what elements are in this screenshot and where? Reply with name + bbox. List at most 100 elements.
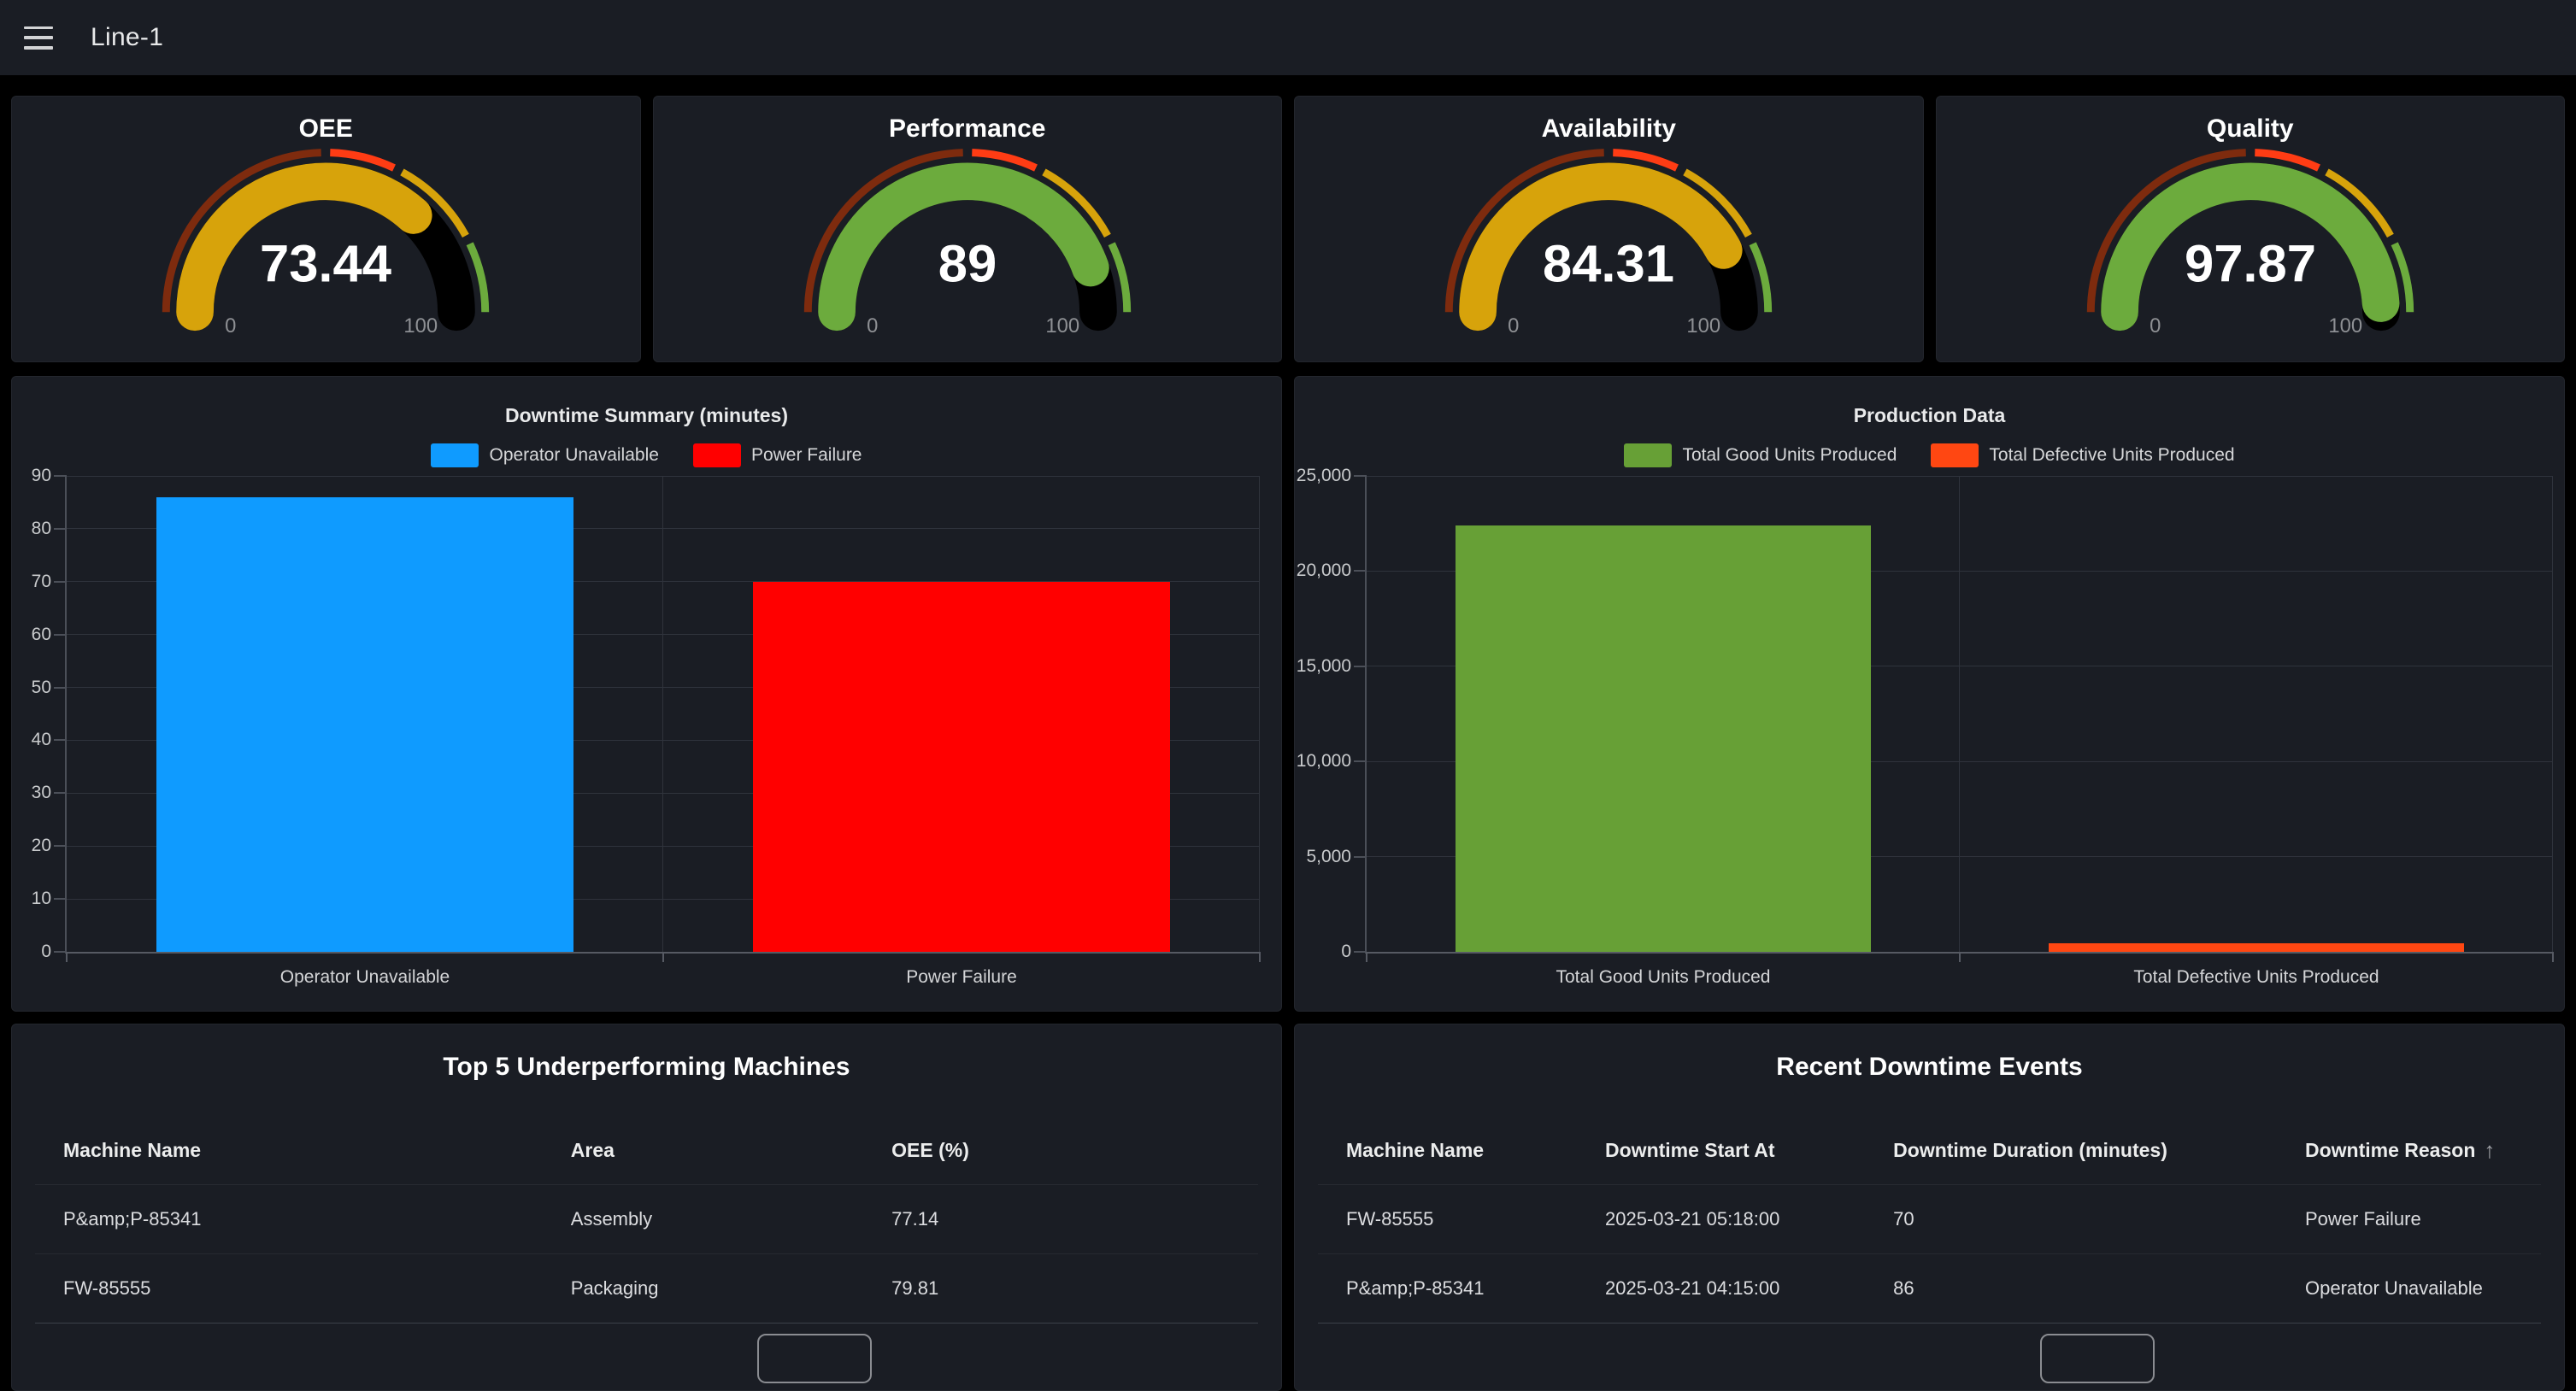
- legend-label: Total Good Units Produced: [1682, 445, 1897, 465]
- gauge-threshold-band: [1445, 149, 1605, 313]
- y-axis-tick-label: 80: [31, 518, 51, 538]
- underperforming-machines-panel: Top 5 Underperforming Machines Machine N…: [11, 1024, 1282, 1391]
- gauge-min-label: 0: [1508, 314, 1519, 337]
- bar-power-failure[interactable]: [752, 581, 1171, 952]
- y-axis-tick-label: 15,000: [1296, 655, 1351, 676]
- gridline: [67, 475, 1260, 477]
- legend-item[interactable]: Power Failure: [692, 443, 862, 467]
- column-header-label: OEE (%): [891, 1138, 969, 1161]
- category-split-line: [2552, 476, 2553, 952]
- pagination-button[interactable]: [2040, 1334, 2155, 1383]
- sort-ascending-icon: ↑: [2484, 1136, 2496, 1163]
- chart-title: Downtime Summary (minutes): [505, 404, 788, 426]
- y-axis-tick-label: 70: [31, 571, 51, 591]
- y-axis-tick: [1354, 855, 1367, 858]
- table-cell: Assembly: [570, 1208, 653, 1230]
- category-split-line: [1259, 476, 1260, 952]
- legend-swatch: [1931, 443, 1979, 467]
- gauge-progress-arc: [1459, 162, 1743, 332]
- pagination-button[interactable]: [757, 1334, 872, 1383]
- chart-title: Production Data: [1853, 404, 2006, 426]
- column-header-downtime-start-at[interactable]: Downtime Start At: [1605, 1139, 1893, 1162]
- availability-gauge: 84.31 0 100: [1420, 100, 1797, 346]
- x-axis-tick: [1366, 952, 1367, 962]
- y-axis-tick: [1354, 475, 1367, 477]
- column-header-label: Downtime Reason: [2305, 1138, 2476, 1161]
- gauge-min-label: 0: [867, 314, 878, 337]
- y-axis-tick: [54, 951, 67, 953]
- row-divider: [1318, 1253, 2541, 1254]
- x-axis-category-label: Total Good Units Produced: [1556, 967, 1771, 987]
- gauge-value: 84.31: [1543, 235, 1674, 294]
- table-cell: 79.81: [891, 1277, 939, 1299]
- column-header-area[interactable]: Area: [571, 1139, 891, 1162]
- column-header-label: Area: [570, 1138, 615, 1161]
- column-header-label: Machine Name: [63, 1138, 202, 1161]
- y-axis-tick-label: 30: [31, 783, 51, 803]
- table-row: Top 5 Underperforming Machines Machine N…: [11, 1024, 2565, 1391]
- x-axis-tick: [2552, 952, 2554, 962]
- column-header-machine-name[interactable]: Machine Name: [63, 1139, 571, 1162]
- table-cell: Packaging: [570, 1277, 659, 1299]
- gridline: [1367, 475, 2553, 477]
- gauge-threshold-band: [466, 242, 490, 313]
- x-axis-category-label: Operator Unavailable: [279, 967, 450, 987]
- x-axis-category-label: Total Defective Units Produced: [2133, 967, 2379, 987]
- column-header-downtime-reason[interactable]: Downtime Reason ↑: [2305, 1137, 2513, 1164]
- table-cell: FW-85555: [1346, 1208, 1434, 1230]
- y-axis-tick: [1354, 665, 1367, 667]
- table-cell: Operator Unavailable: [2305, 1277, 2483, 1299]
- bar-total-defective-units-produced[interactable]: [2049, 942, 2464, 952]
- gauge-arc: 73.44 0 100: [162, 149, 490, 337]
- chart-legend: Total Good Units Produced Total Defective…: [1295, 443, 2564, 467]
- menu-icon[interactable]: [24, 26, 53, 50]
- y-axis-tick-label: 5,000: [1306, 846, 1351, 866]
- y-axis-tick: [54, 527, 67, 530]
- gridline: [67, 687, 1260, 689]
- quality-gauge: 97.87 0 100: [2062, 100, 2438, 346]
- y-axis-tick-label: 20: [31, 836, 51, 856]
- y-axis-tick: [54, 686, 67, 689]
- top-bar: Line-1: [0, 0, 2576, 75]
- category-split-line: [1959, 476, 1960, 952]
- category-split-line: [662, 476, 663, 952]
- legend-item[interactable]: Operator Unavailable: [431, 443, 659, 467]
- gauge-threshold-band: [803, 149, 963, 313]
- table-cell: 86: [1893, 1277, 1914, 1299]
- y-axis-tick: [54, 580, 67, 583]
- table-cell: 77.14: [891, 1208, 939, 1230]
- y-axis-tick: [1354, 951, 1367, 953]
- gauge-threshold-band: [1683, 168, 1753, 238]
- gauge-arc: 97.87 0 100: [2086, 149, 2414, 337]
- bar-chart-plot: 0 10 20 30 40 50 60 70 80 90 Operator Unavailable P…: [32, 466, 1261, 987]
- bar-operator-unavailable[interactable]: [156, 496, 574, 952]
- bar-total-good-units-produced[interactable]: [1456, 525, 1871, 952]
- gauge-row: OEE 73.44 0 100 Performance 89 0 100 Availab…: [11, 96, 2565, 362]
- gridline: [1367, 760, 2553, 762]
- gridline: [1367, 570, 2553, 572]
- column-header-label: Downtime Start At: [1605, 1138, 1775, 1161]
- gauge-panel-oee: OEE 73.44 0 100: [11, 96, 641, 362]
- legend-item[interactable]: Total Defective Units Produced: [1931, 443, 2235, 467]
- gauge-threshold-band: [1042, 168, 1111, 238]
- legend-item[interactable]: Total Good Units Produced: [1624, 443, 1897, 467]
- oee-gauge: 73.44 0 100: [138, 100, 514, 346]
- gauge-panel-performance: Performance 89 0 100: [652, 96, 1282, 362]
- gauge-panel-quality: Quality 97.87 0 100: [1935, 96, 2565, 362]
- gauge-arc: 84.31 0 100: [1445, 149, 1773, 337]
- legend-label: Total Defective Units Produced: [1989, 445, 2235, 465]
- gauge-threshold-band: [971, 149, 1038, 172]
- y-axis-tick-label: 40: [31, 730, 51, 750]
- column-header-machine-name[interactable]: Machine Name: [1346, 1139, 1605, 1162]
- table-title: Top 5 Underperforming Machines: [443, 1053, 850, 1081]
- production-data-panel: Production Data Total Good Units Produce…: [1294, 376, 2565, 1012]
- y-axis-tick-label: 20,000: [1296, 561, 1351, 581]
- legend-swatch: [431, 443, 479, 467]
- panel-title: OEE: [298, 114, 353, 143]
- column-header-downtime-duration-minutes-[interactable]: Downtime Duration (minutes): [1893, 1139, 2305, 1162]
- chart-legend: Operator Unavailable Power Failure: [12, 443, 1281, 467]
- legend-swatch: [692, 443, 741, 467]
- column-header-oee-[interactable]: OEE (%): [891, 1139, 1230, 1162]
- legend-swatch: [1624, 443, 1673, 467]
- downtime-summary-panel: Downtime Summary (minutes) Operator Unav…: [11, 376, 1282, 1012]
